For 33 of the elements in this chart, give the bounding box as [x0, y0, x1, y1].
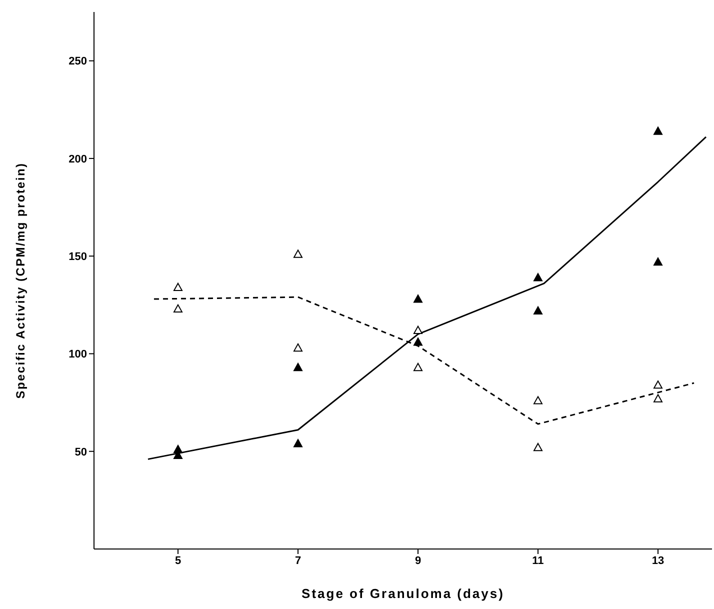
point — [534, 273, 542, 282]
point — [414, 326, 422, 334]
x-axis-title: Stage of Granuloma (days) — [302, 586, 504, 601]
line-series — [147, 136, 707, 460]
y-tick-label: 200 — [68, 153, 87, 166]
point — [294, 343, 302, 352]
point — [534, 442, 542, 452]
point — [174, 444, 182, 454]
point — [294, 362, 302, 372]
line-series — [153, 296, 695, 425]
y-tick-label: 150 — [68, 250, 87, 263]
point — [654, 257, 662, 266]
y-tick-label: 100 — [68, 348, 87, 361]
point — [294, 439, 302, 448]
x-tick-label: 9 — [414, 554, 422, 567]
point — [654, 380, 662, 389]
x-tick-label: 7 — [294, 554, 302, 567]
point — [414, 338, 422, 346]
point — [654, 126, 662, 135]
x-tick-label: 11 — [532, 554, 544, 567]
point — [294, 250, 302, 258]
point — [654, 394, 662, 402]
y-axis-title: Specific Activity (CPM/mg protein) — [13, 162, 28, 399]
y-tick-label: 50 — [74, 446, 87, 458]
point — [174, 304, 182, 313]
x-tick-label: 13 — [652, 554, 664, 567]
point — [534, 306, 542, 314]
point — [414, 362, 422, 372]
x-tick-label: 5 — [174, 554, 182, 567]
point — [414, 294, 422, 303]
point — [174, 282, 182, 292]
point — [534, 396, 542, 404]
y-tick-label: 250 — [68, 56, 87, 68]
